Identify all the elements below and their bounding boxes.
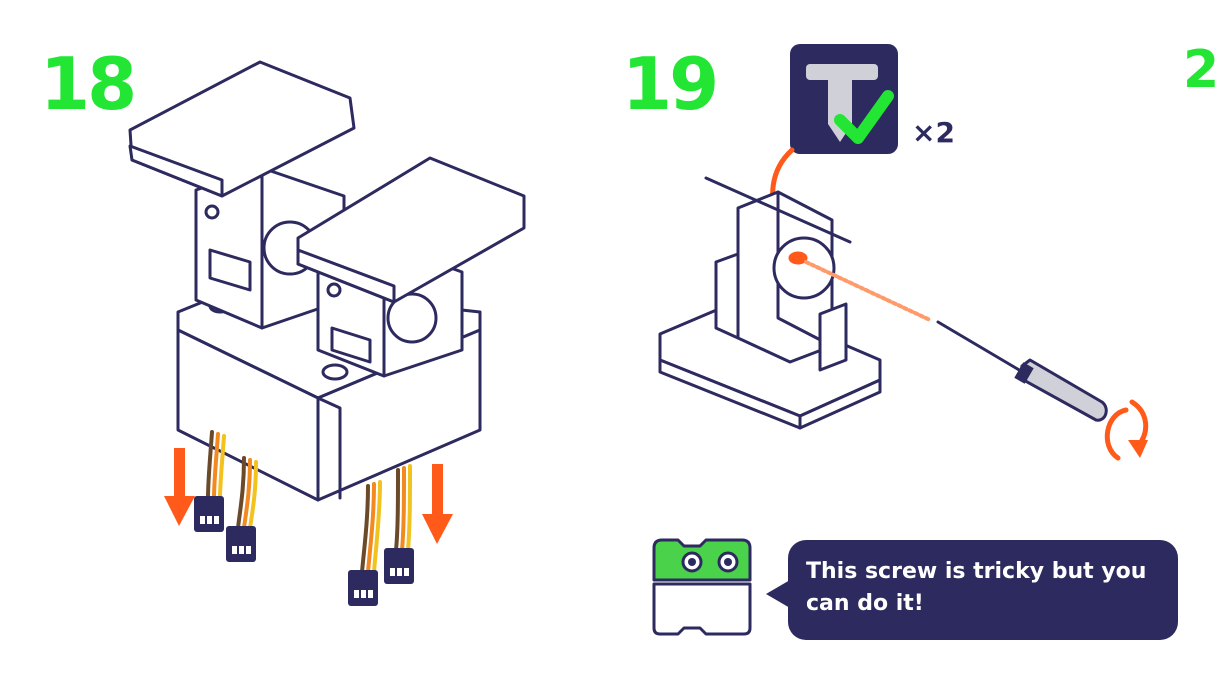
rotate-arrow-icon [1104,399,1149,461]
screwdriver-icon [936,320,1108,422]
arrow-down-icon [164,448,195,526]
robot-block-icon [652,538,752,636]
speech-text: This screw is tricky but you can do it! [806,559,1147,616]
speech-bubble: This screw is tricky but you can do it! [788,540,1178,640]
servo-bracket [658,176,882,430]
servo-connectors [194,496,414,606]
speech-bubble-tail [766,580,790,608]
next-step-number-partial: 2 [1183,40,1220,100]
screw-badge [790,44,898,154]
step-number: 19 [622,42,719,126]
servo-wires [206,430,412,574]
arrow-down-icon [422,464,453,544]
screw-quantity: ×2 [912,116,955,149]
plate-front [296,156,526,304]
screw-part [788,251,808,265]
step-number: 18 [40,42,137,126]
check-icon [834,90,894,144]
plate-back [128,60,356,198]
screw-path [804,260,932,322]
